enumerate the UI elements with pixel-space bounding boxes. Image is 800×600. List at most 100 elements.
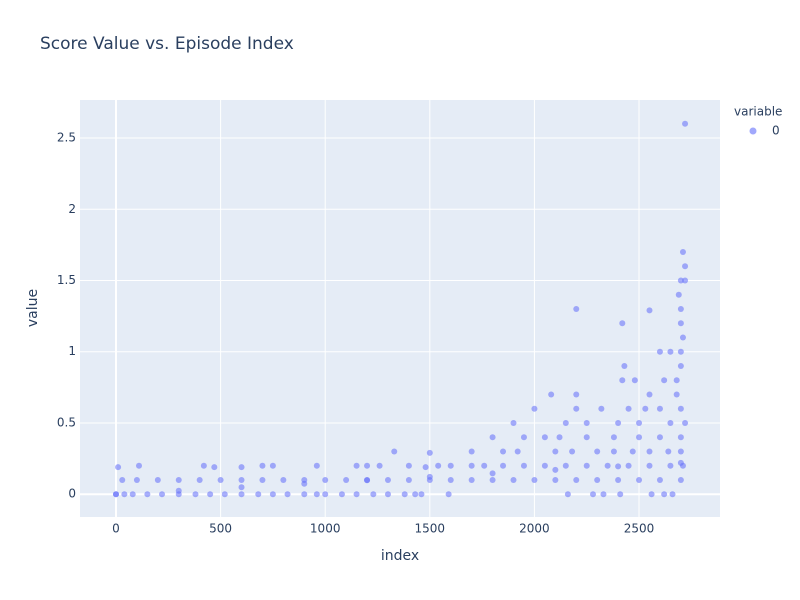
point [569,448,576,455]
legend-label[interactable]: 0 [772,124,780,138]
point [115,464,122,471]
point [677,434,684,441]
point [642,405,649,412]
point [514,448,521,455]
point [422,464,429,471]
y-tick-label: 1 [68,344,76,358]
point [405,476,412,483]
point [615,463,622,470]
point [682,120,689,127]
point [677,320,684,327]
point [284,491,291,498]
grid [80,100,720,517]
point [573,405,580,412]
point [573,305,580,312]
y-tick-label: 0.5 [57,415,76,429]
point [259,462,266,469]
point [564,491,571,498]
point [636,419,643,426]
point [656,434,663,441]
point [468,462,475,469]
point [531,405,538,412]
point [552,476,559,483]
point [656,405,663,412]
x-axis-title: index [381,548,419,564]
point [682,419,689,426]
point [679,249,686,256]
point [154,476,161,483]
x-tick-label: 1500 [415,522,446,536]
x-tick-label: 1000 [310,522,341,536]
point [426,473,433,480]
point [625,462,632,469]
point [656,348,663,355]
point [667,419,674,426]
point [192,491,199,498]
point [552,466,559,473]
point [573,391,580,398]
x-tick-label: 2000 [519,522,550,536]
point [353,462,360,469]
point [677,448,684,455]
point [401,491,408,498]
point [617,491,624,498]
point [426,449,433,456]
point [207,491,214,498]
point [468,476,475,483]
point [679,462,686,469]
point [656,476,663,483]
point [562,419,569,426]
point [255,491,262,498]
point [541,434,548,441]
point [673,377,680,384]
point [133,476,140,483]
point [677,305,684,312]
point [322,476,329,483]
point [418,491,425,498]
point [489,476,496,483]
point [541,462,548,469]
point [610,434,617,441]
point [468,448,475,455]
point [661,377,668,384]
point [556,434,563,441]
x-tick-label: 0 [112,522,120,536]
y-axis-title: value [25,289,41,327]
point [447,462,454,469]
point [677,362,684,369]
point [594,476,601,483]
y-tick-label: 2.5 [57,131,76,145]
point [135,462,142,469]
point [621,362,628,369]
chart-title: Score Value vs. Episode Index [40,34,294,54]
point [629,448,636,455]
point [646,462,653,469]
point [604,462,611,469]
point [625,405,632,412]
legend-title: variable [734,105,782,119]
point [510,476,517,483]
point [221,491,228,498]
point [682,277,689,284]
point [583,419,590,426]
point [159,491,166,498]
point [353,491,360,498]
point [200,462,207,469]
point [445,491,452,498]
point [667,348,674,355]
point [583,462,590,469]
point [211,464,218,471]
point [615,419,622,426]
point [520,462,527,469]
point [598,405,605,412]
point [391,448,398,455]
y-tick-label: 1.5 [57,273,76,287]
point [677,405,684,412]
legend-marker[interactable] [749,127,757,135]
plot-area [80,100,720,517]
point [552,448,559,455]
point [238,491,245,498]
point [338,491,345,498]
point [636,476,643,483]
